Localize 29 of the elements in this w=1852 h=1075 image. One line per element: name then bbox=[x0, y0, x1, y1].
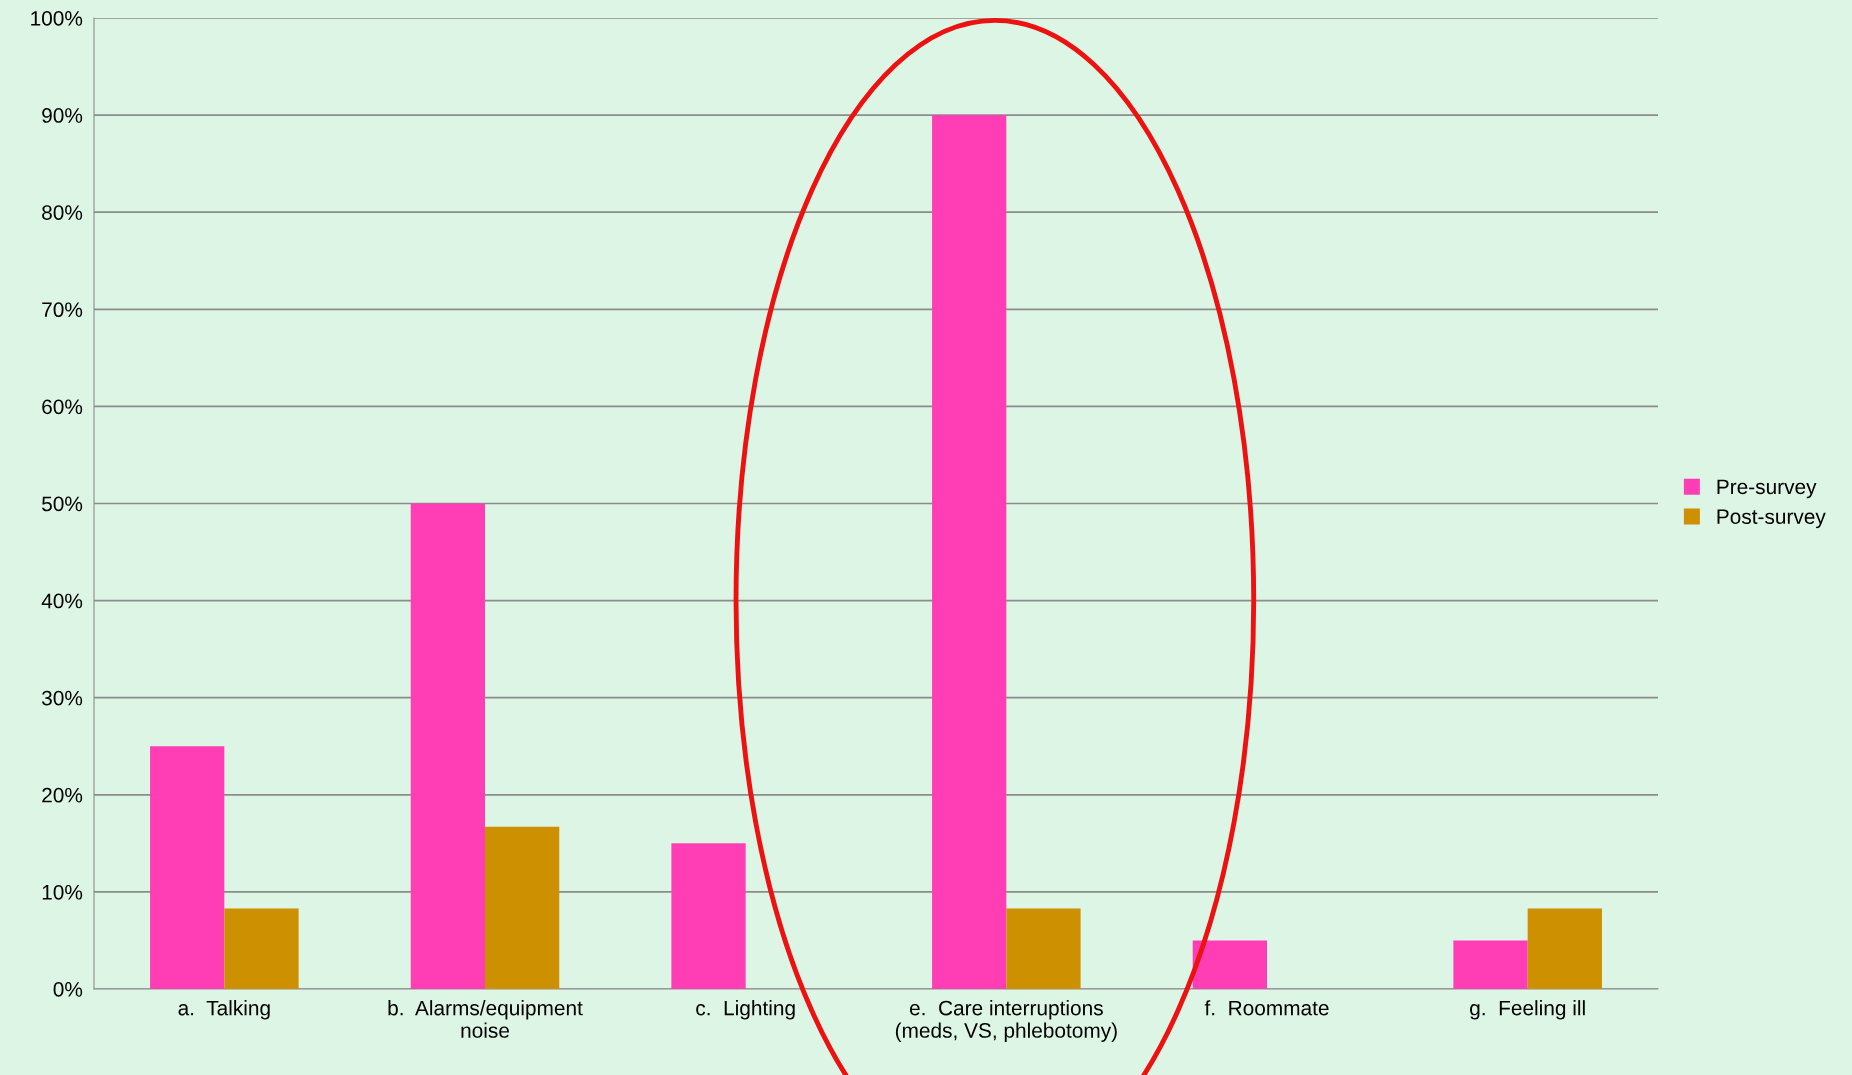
x-tick-label: g. Feeling ill bbox=[1470, 1000, 1585, 1020]
x-tick-label: a. Talking bbox=[178, 1000, 270, 1020]
x-tick-label: e. Care interruptions (meds, VS, phlebotomy) bbox=[895, 1000, 1117, 1042]
bar bbox=[1192, 940, 1267, 989]
y-tick-label: 10% bbox=[42, 884, 83, 900]
y-tick-label: 60% bbox=[42, 399, 83, 415]
y-tick-label: 30% bbox=[41, 690, 83, 706]
y-tick-label: 100% bbox=[31, 11, 83, 26]
bar bbox=[671, 843, 746, 989]
bar bbox=[932, 115, 1007, 989]
legend-label: Pre-survey bbox=[1717, 479, 1817, 499]
bar bbox=[1006, 908, 1081, 989]
bar bbox=[1527, 908, 1602, 989]
y-tick-label: 40% bbox=[41, 593, 83, 609]
y-tick-label: 0% bbox=[53, 982, 83, 997]
x-tick-label: c. Lighting bbox=[696, 1000, 795, 1020]
y-tick-label: 90% bbox=[42, 108, 83, 123]
y-tick-label: 50% bbox=[42, 496, 83, 512]
legend-label: Post-survey bbox=[1717, 509, 1826, 529]
y-tick-label: 70% bbox=[42, 302, 83, 318]
bar bbox=[410, 503, 485, 989]
y-tick-label: 20% bbox=[42, 787, 83, 803]
bar bbox=[485, 826, 560, 989]
x-tick-label: f. Roommate bbox=[1204, 1000, 1329, 1016]
x-tick-label: b. Alarms/equipment noise bbox=[388, 1000, 583, 1038]
bar bbox=[150, 746, 225, 989]
bar bbox=[1453, 940, 1528, 989]
y-tick-label: 80% bbox=[42, 205, 83, 220]
bar bbox=[224, 908, 299, 989]
